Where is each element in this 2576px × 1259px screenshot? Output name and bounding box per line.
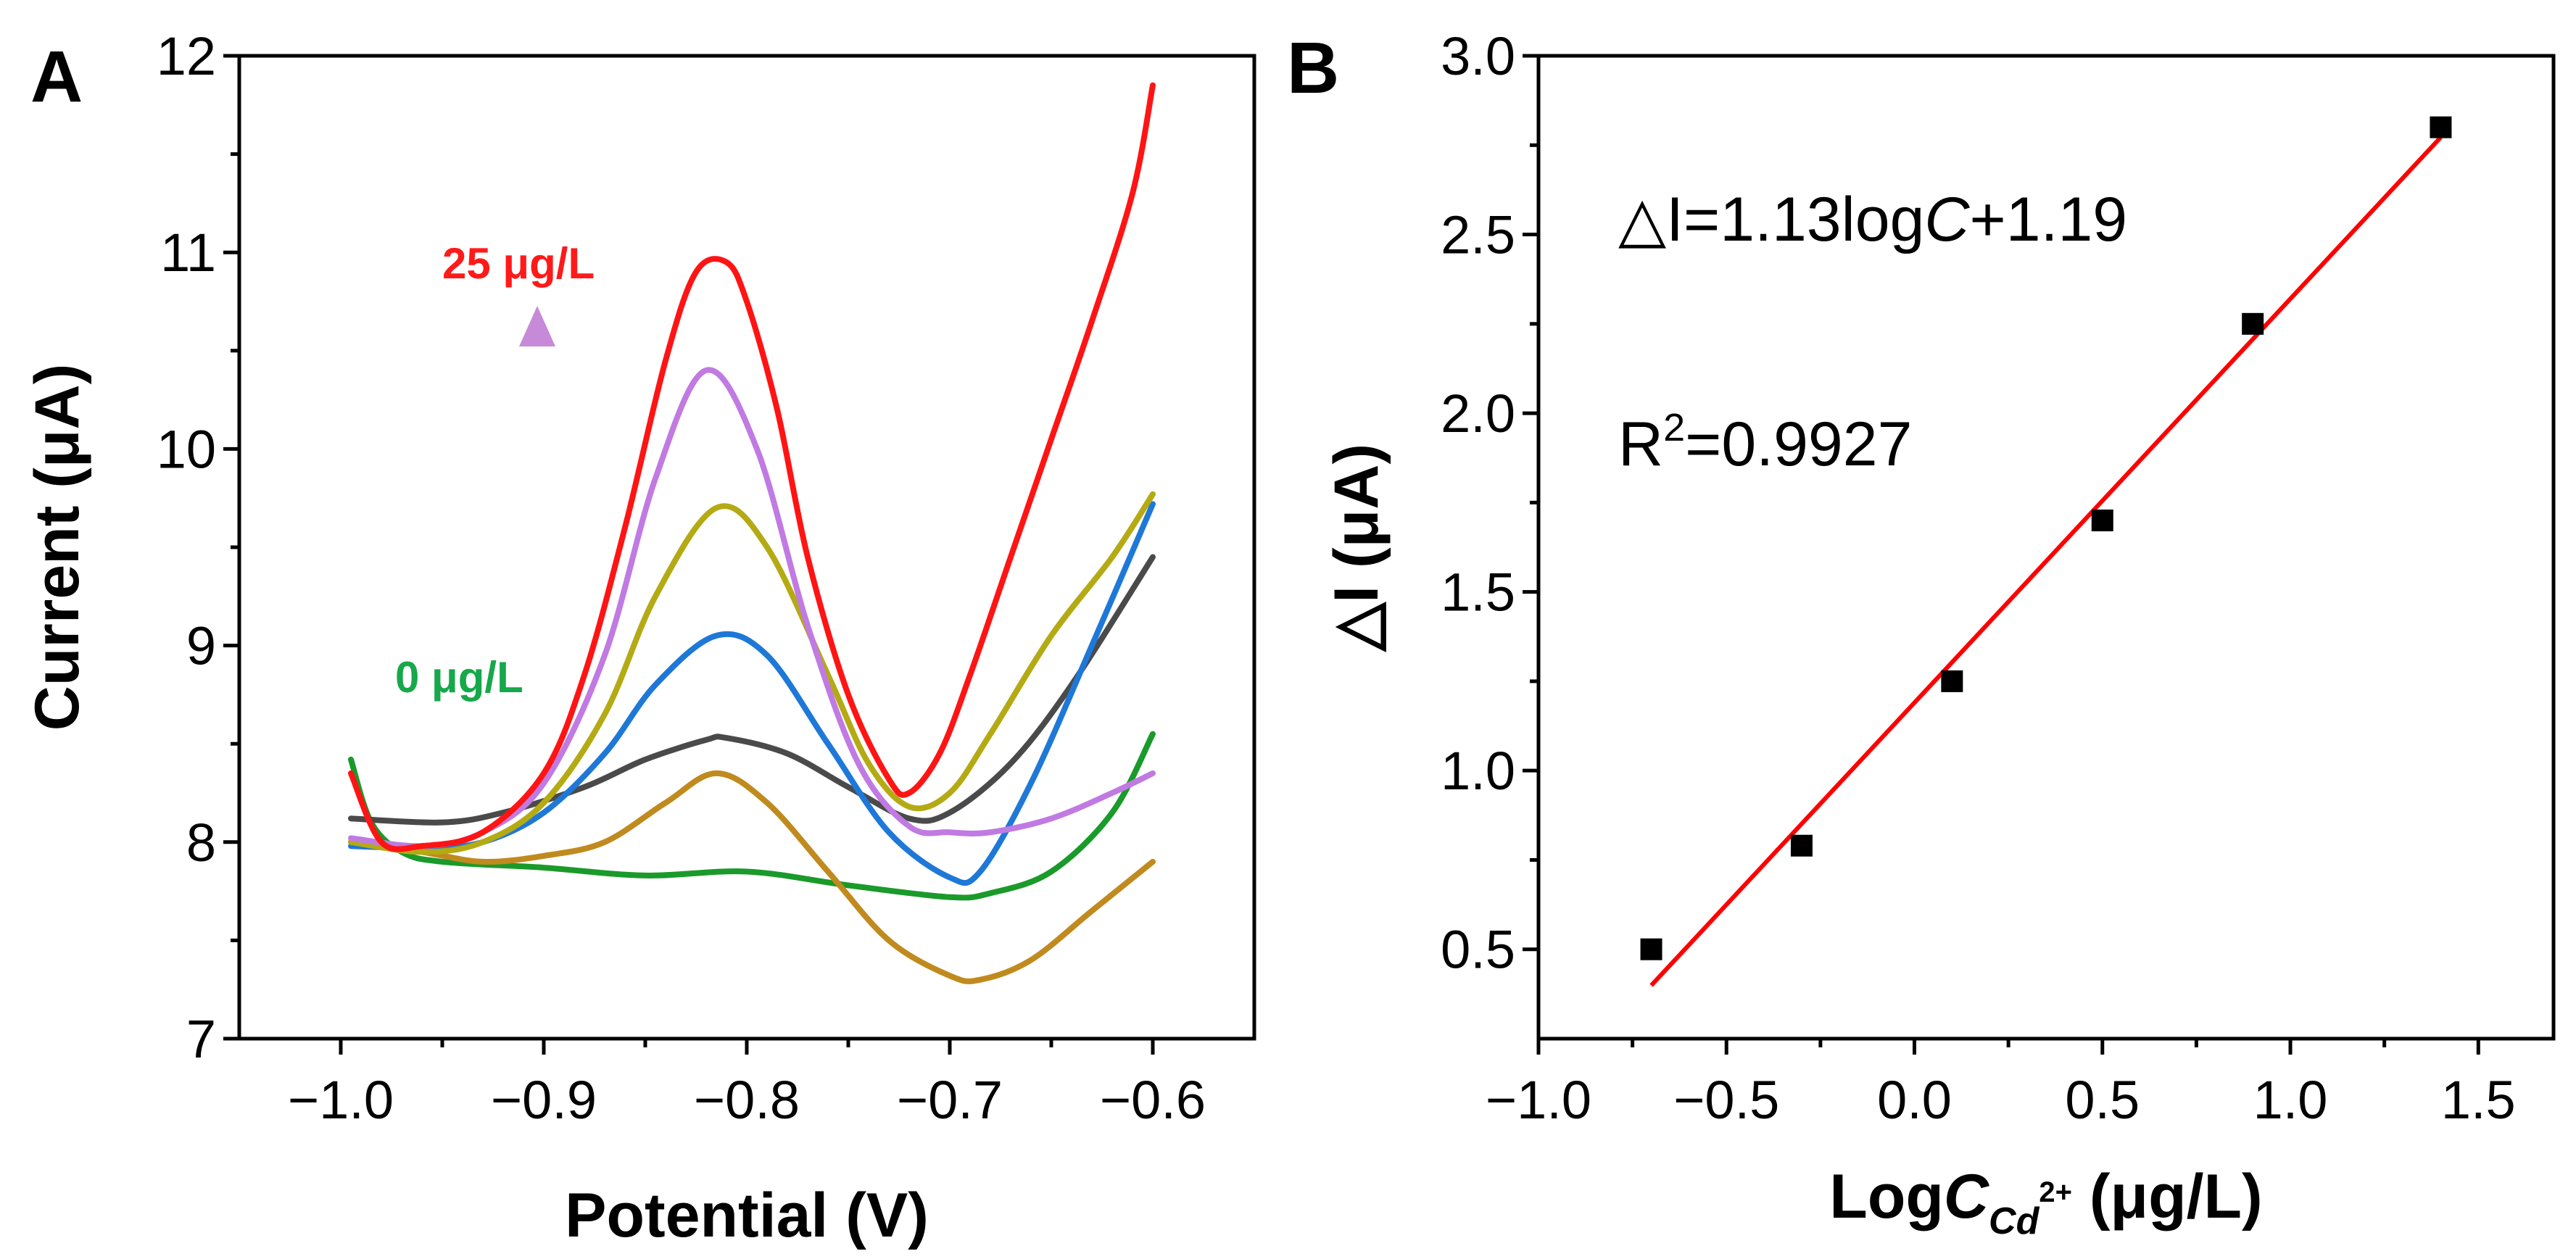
series-line-2 [348,554,1156,826]
r-squared: R2=0.9927 [1618,406,1912,479]
chart-a-ticks: −1.0 −0.9 −0.8 −0.7 −0.6 7 8 9 10 11 12 [157,26,1206,1130]
chart-a-ytick-label: 8 [186,813,216,873]
chart-b-xtick-label: 1.5 [2441,1070,2516,1130]
data-point [2242,312,2264,335]
chart-b: B −1.0 −0.5 0.0 0.5 1.0 1.5 0.5 1.0 1.5 2.0 2.5 3.0… [1287,26,2556,1242]
chart-b-frame [1536,54,2556,1041]
chart-b-ticks: −1.0 −0.5 0.0 0.5 1.0 1.5 0.5 1.0 1.5 2.0 2.5 3.0 [1441,26,2516,1130]
chart-b-xtick-label: −1.0 [1486,1070,1591,1130]
fit-line [1649,136,2443,987]
data-point [1941,670,1963,692]
chart-b-ytick-label: 1.5 [1441,562,1515,623]
chart-b-ylabel: △I (μA) [1322,444,1391,652]
chart-b-ytick-label: 1.0 [1441,741,1515,801]
chart-b-ytick-label: 2.5 [1441,205,1515,265]
data-point [2430,116,2452,138]
chart-a-ytick-label: 12 [157,26,216,86]
chart-a-ytick-label: 9 [186,616,216,676]
chart-a-xtick-label: −0.7 [897,1070,1003,1130]
arrow-head-icon [519,306,555,346]
series-line-1 [348,770,1156,984]
chart-b-ytick-label: 3.0 [1441,26,1515,86]
chart-a-xtick-label: −1.0 [288,1070,394,1130]
data-point [1790,834,1813,857]
series-line-3 [348,501,1156,886]
annotation-25: 25 μg/L [442,239,595,288]
chart-a-xtick-label: −0.8 [694,1070,800,1130]
chart-b-xtick-label: −0.5 [1673,1070,1779,1130]
chart-a-xtick-label: −0.6 [1100,1070,1206,1130]
chart-a-xlabel: Potential (V) [565,1181,929,1250]
chart-b-ytick-label: 0.5 [1441,920,1515,980]
chart-b-xtick-label: 0.5 [2065,1070,2140,1130]
series-line-5 [348,367,1156,849]
chart-b-xlabel: LogCCd2+ (μg/L) [1829,1162,2262,1242]
chart-a-ytick-label: 7 [186,1009,216,1069]
annotation-0: 0 μg/L [395,653,523,702]
data-point [2091,510,2113,532]
panel-label-a: A [30,36,83,117]
chart-b-xtick-label: 0.0 [1877,1070,1952,1130]
data-point [1640,938,1662,960]
fit-equation: △I=1.13logC+1.19 [1618,185,2127,254]
chart-a-ytick-label: 10 [157,419,216,479]
chart-a-frame [237,54,1256,1041]
chart-b-ytick-label: 2.0 [1441,383,1515,444]
chart-a-ylabel: Current (μA) [22,364,92,731]
chart-b-xtick-label: 1.0 [2253,1070,2328,1130]
panel-label-b: B [1287,28,1339,109]
series-line-4 [348,491,1156,855]
chart-b-points [1640,116,2452,960]
series-line-6 [348,82,1156,852]
chart-a-ytick-label: 11 [160,223,216,283]
chart-a-series [348,82,1156,984]
chart-a-xtick-label: −0.9 [491,1070,597,1130]
series-line-0 [348,731,1156,901]
